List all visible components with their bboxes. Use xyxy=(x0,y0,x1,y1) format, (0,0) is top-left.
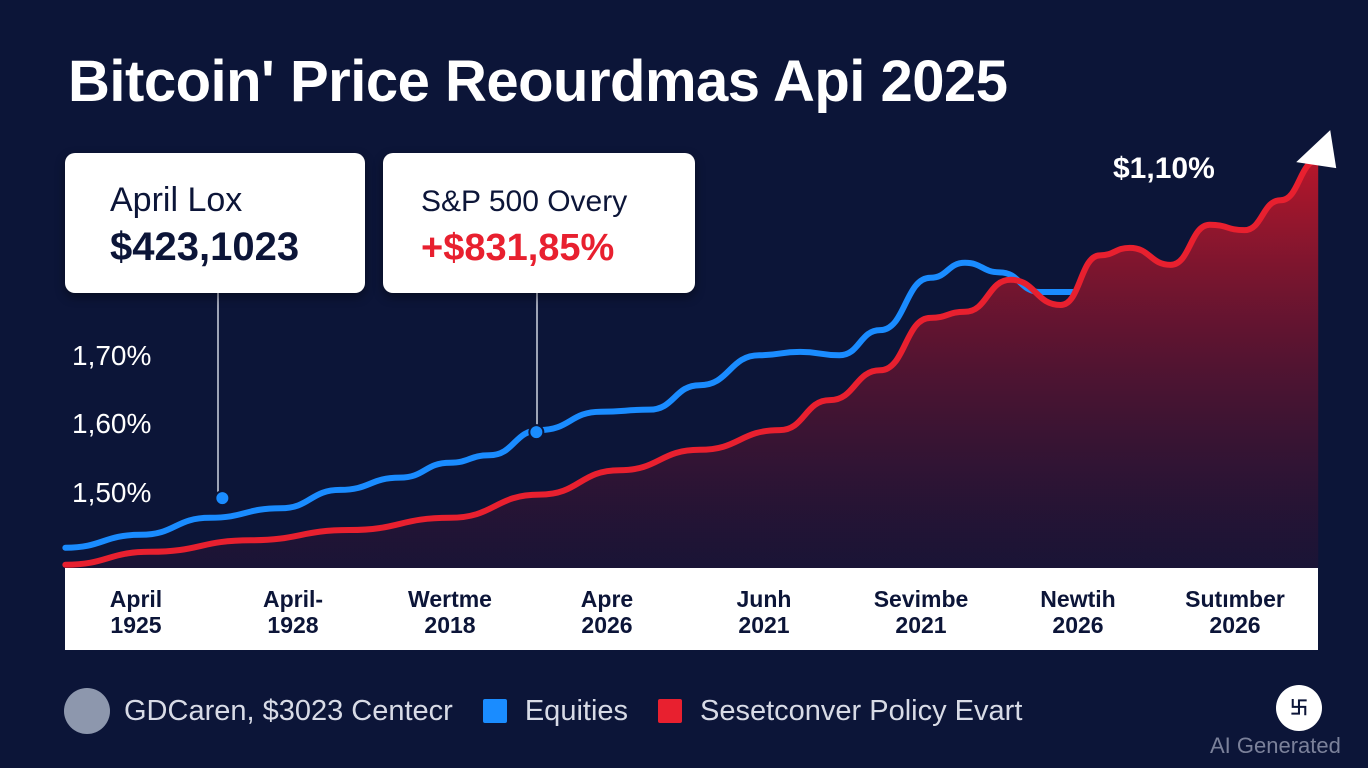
x-tick-label: Wertme 2018 xyxy=(408,586,492,638)
x-tick-label: Newtih 2026 xyxy=(1040,586,1116,638)
legend-item-equities: Equities xyxy=(524,694,629,727)
series-line-blue xyxy=(62,259,1078,551)
y-tick-label: 1,60% xyxy=(72,408,152,439)
series-area-red xyxy=(65,160,1319,568)
x-tick-label: April- 1928 xyxy=(262,586,324,638)
logo-icon: 卐 xyxy=(1276,685,1322,731)
callout-label: April Lox xyxy=(110,181,243,219)
x-tick-label: Sevimbe 2021 xyxy=(873,586,969,638)
callout-value: +$831,85% xyxy=(421,227,615,269)
x-tick-label: Apre 2026 xyxy=(580,586,634,638)
legend-swatch-blue xyxy=(482,699,507,723)
arrow-head-icon xyxy=(1296,130,1337,169)
x-tick-label: Sutımber 2026 xyxy=(1185,586,1285,638)
peak-label: $1,10% xyxy=(1113,152,1215,185)
y-tick-label: 1,70% xyxy=(72,340,152,371)
callout-value: $423,1023 xyxy=(110,225,300,269)
legend: GDCaren, $3023 Centecr Equities Sesetcon… xyxy=(64,688,1022,734)
series-line-red xyxy=(62,157,1322,568)
source-icon xyxy=(64,688,110,734)
callout-label: S&P 500 Overy xyxy=(421,185,628,218)
legend-item-policy: Sesetconver Policy Evart xyxy=(700,694,1023,727)
callout-sp500: S&P 500 Overy +$831,85% xyxy=(383,153,695,293)
x-tick-label: April 1925 xyxy=(109,586,163,638)
y-tick-label: 1,50% xyxy=(72,477,152,508)
chart-title: Bitcoin' Price Reourdmas Api 2025 xyxy=(68,49,1008,114)
x-axis: April 1925 April- 1928 Wertme 2018 Apre 2026 Jun… xyxy=(65,568,1318,650)
watermark: AI Generated xyxy=(1210,733,1341,758)
x-tick-label: Junh 2021 xyxy=(736,586,792,638)
callout-april: April Lox $423,1023 xyxy=(65,153,365,293)
data-marker xyxy=(528,424,545,441)
legend-swatch-red xyxy=(658,699,683,723)
legend-source: GDCaren, $3023 Centecr xyxy=(124,694,453,727)
data-marker xyxy=(214,490,231,507)
